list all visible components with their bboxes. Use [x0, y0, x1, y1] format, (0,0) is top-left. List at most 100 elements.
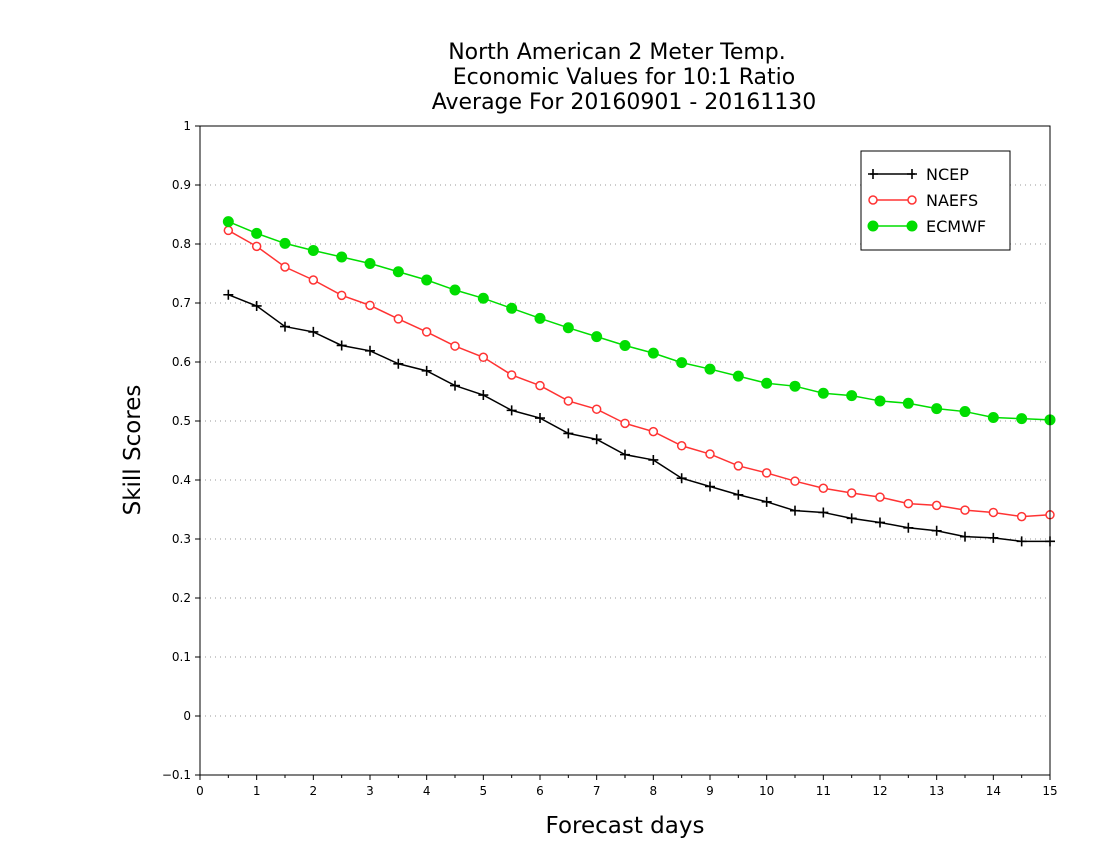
x-tick-label: 3 [366, 784, 374, 798]
y-tick-label: 0.2 [172, 591, 191, 605]
ncep-point [676, 473, 687, 484]
legend-naefs-marker [868, 195, 878, 205]
ncep-point [960, 531, 970, 542]
ecmwf-point [251, 227, 263, 239]
ecmwf-point [336, 251, 348, 263]
ecmwf-point [647, 347, 659, 359]
x-tick-label: 0 [196, 784, 204, 798]
legend-ecmwf-marker [867, 220, 879, 232]
ecmwf-point [789, 380, 801, 392]
y-tick-label: 0.9 [172, 178, 191, 192]
x-axis-title: Forecast days [546, 813, 705, 839]
ncep-point [251, 300, 262, 311]
naefs-point [705, 449, 715, 459]
ecmwf-point [534, 312, 546, 324]
legend-ncep-marker [907, 169, 917, 179]
x-tick-label: 13 [929, 784, 944, 798]
y-tick-label: 0.4 [172, 473, 191, 487]
naefs-point [761, 468, 772, 478]
ncep-point [988, 532, 999, 543]
legend-ecmwf-label: ECMWF [926, 217, 986, 236]
naefs-line [227, 229, 1051, 518]
x-tick-label: 6 [536, 784, 544, 798]
ncep-point [846, 513, 857, 524]
ncep-point [563, 428, 574, 439]
naefs-point [393, 314, 404, 324]
ecmwf-point [846, 390, 858, 402]
ecmwf-point [902, 397, 914, 409]
ecmwf-point [732, 370, 744, 382]
ncep-point [875, 517, 885, 528]
naefs-point [818, 483, 829, 494]
ecmwf-point [506, 302, 518, 314]
x-tick-label: 15 [1042, 784, 1057, 798]
x-tick-label: 4 [423, 784, 431, 798]
ecmwf-point [364, 257, 376, 269]
x-tick-label: 9 [706, 784, 714, 798]
naefs-point [676, 441, 687, 451]
ecmwf-point [477, 292, 489, 304]
title-line-1: North American 2 Meter Temp. [448, 40, 786, 65]
ecmwf-point [817, 387, 829, 399]
ecmwf-point [1016, 413, 1028, 425]
ncep-point [620, 449, 630, 460]
naefs-point [336, 290, 347, 301]
ecmwf-point [704, 363, 716, 375]
x-tick-label: 5 [480, 784, 488, 798]
legend: NCEP NAEFS ECMWF [860, 150, 1011, 251]
ecmwf-point [279, 237, 291, 249]
naefs-point [846, 488, 857, 498]
ncep-point [903, 522, 914, 533]
ncep-point [705, 481, 715, 492]
naefs-point [903, 498, 914, 509]
naefs-point [931, 500, 942, 511]
series-ncep [223, 289, 1055, 547]
naefs-point [648, 426, 659, 437]
naefs-point [1016, 511, 1027, 522]
x-tick-label: 8 [650, 784, 658, 798]
y-tick-label: 1 [183, 119, 191, 133]
ncep-point [308, 326, 319, 337]
title-line-3: Average For 20160901 - 20161130 [432, 90, 817, 115]
ncep-point [506, 405, 517, 416]
ncep-point [478, 390, 489, 401]
ecmwf-point [874, 395, 886, 407]
legend-naefs-marker [907, 195, 917, 205]
ncep-point [336, 340, 347, 351]
ncep-point [733, 489, 744, 500]
ecmwf-point [619, 339, 631, 351]
x-tick-label: 11 [816, 784, 831, 798]
ncep-point [761, 496, 772, 507]
ncep-point [223, 289, 234, 300]
x-tick-label: 2 [310, 784, 318, 798]
naefs-point [988, 507, 999, 518]
naefs-point [478, 352, 489, 363]
ecmwf-point [987, 411, 999, 423]
naefs-point [450, 341, 460, 351]
naefs-point [535, 380, 545, 391]
x-tick-label: 14 [986, 784, 1001, 798]
y-tick-label: 0.3 [172, 532, 191, 546]
naefs-point [733, 461, 744, 471]
ecmwf-point [222, 216, 234, 228]
ncep-point [421, 365, 432, 376]
y-tick-label: 0.8 [172, 237, 191, 251]
ncep-point [790, 505, 800, 516]
legend-ncep-label: NCEP [926, 165, 969, 184]
ncep-point [280, 321, 290, 332]
ncep-point [393, 358, 404, 369]
ecmwf-point [676, 357, 688, 369]
ncep-point [648, 454, 659, 465]
y-tick-label: 0.7 [172, 296, 191, 310]
ecmwf-point [931, 403, 943, 415]
ncep-point [450, 380, 460, 391]
ecmwf-point [562, 322, 574, 334]
naefs-point [875, 492, 885, 502]
naefs-point [620, 418, 630, 429]
naefs-point [591, 404, 602, 414]
ecmwf-point [959, 406, 971, 418]
ecmwf-point [449, 284, 461, 296]
ecmwf-point [591, 331, 603, 343]
y-tick-label: 0.1 [172, 650, 191, 664]
